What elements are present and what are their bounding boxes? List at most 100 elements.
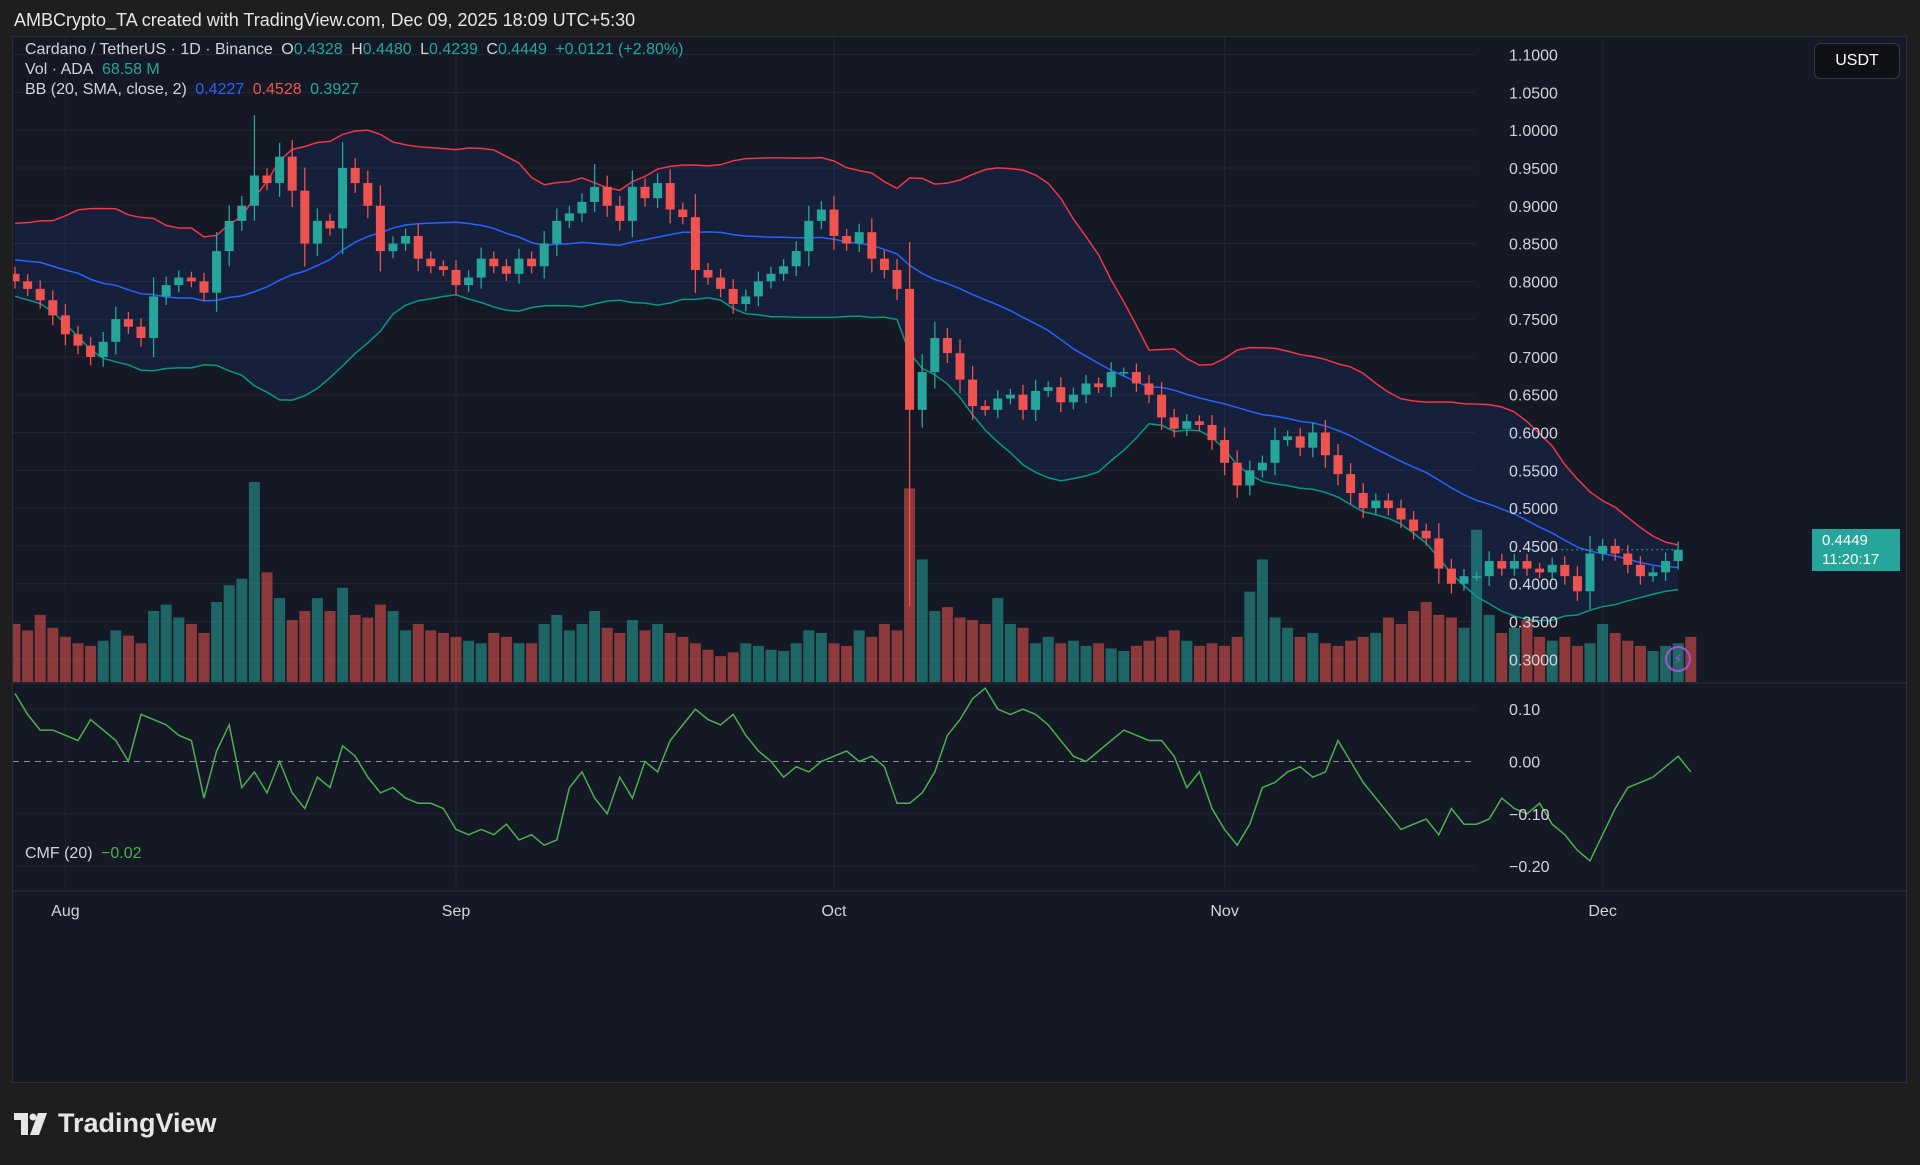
candle-body <box>1245 470 1255 486</box>
candle <box>1346 462 1356 505</box>
candle-body <box>514 258 524 274</box>
candle <box>426 251 436 274</box>
candle <box>867 218 877 273</box>
candle-body <box>741 296 751 305</box>
candle <box>917 354 927 428</box>
price-axis-label: 0.9500 <box>1509 161 1558 178</box>
candle <box>401 228 411 251</box>
candle-body <box>1522 561 1532 569</box>
volume-bar <box>828 643 840 682</box>
volume-bar <box>1118 651 1130 682</box>
volume-bar <box>1181 640 1193 682</box>
candle-body <box>816 209 826 221</box>
candle <box>1535 562 1545 579</box>
lightning-icon[interactable]: ⚡ <box>1665 646 1692 672</box>
candle <box>816 201 826 230</box>
date-axis-label: Aug <box>51 903 79 920</box>
volume-bar <box>992 598 1004 682</box>
candle <box>1056 377 1066 413</box>
volume-bar <box>1093 643 1105 682</box>
candle <box>73 325 83 355</box>
volume-bar <box>626 620 638 682</box>
price-chart-svg[interactable]: 1.1000 1.0500 1.0000 0.9500 0.9000 0.8500 0.80… <box>13 37 1907 1083</box>
volume-bar <box>1597 623 1609 682</box>
candle <box>1043 381 1053 397</box>
candle <box>174 270 184 293</box>
volume-bar <box>475 643 487 682</box>
volume-bar <box>47 627 59 682</box>
volume-bar <box>22 630 34 682</box>
candle-body <box>577 201 587 214</box>
volume-bar <box>450 636 462 682</box>
candle <box>615 195 625 231</box>
volume-bar <box>72 643 84 682</box>
candle-body <box>829 209 839 236</box>
volume-bar <box>1332 645 1344 682</box>
volume-bar <box>85 645 97 682</box>
volume-bar <box>1445 617 1457 682</box>
candle-body <box>590 186 600 202</box>
candle-body <box>1169 417 1179 429</box>
volume-bar <box>841 645 853 682</box>
candle <box>1270 427 1280 476</box>
volume-bar <box>34 614 46 682</box>
price-axis-label: 0.8000 <box>1509 274 1558 291</box>
cmf-axis-label: −0.10 <box>1509 807 1550 824</box>
candle-body <box>1635 564 1645 577</box>
candle <box>1320 420 1330 468</box>
candle-body <box>338 167 348 229</box>
candle-body <box>1497 561 1507 569</box>
candle-body <box>1119 372 1129 374</box>
candle <box>564 206 574 229</box>
volume-bar <box>576 623 588 682</box>
candle <box>1623 544 1633 574</box>
candle <box>451 260 461 295</box>
volume-bar <box>526 643 538 682</box>
candle <box>388 236 398 259</box>
candle <box>413 223 423 272</box>
candle-body <box>1232 462 1242 486</box>
candle <box>1031 379 1041 422</box>
candle <box>489 251 499 274</box>
volume-bar <box>324 611 336 682</box>
price-axis-label: 0.6500 <box>1509 388 1558 405</box>
candle-body <box>753 281 763 297</box>
volume-bar <box>941 607 953 682</box>
volume-bar <box>1584 643 1596 682</box>
candle <box>1018 384 1028 420</box>
candle-body <box>1056 387 1066 403</box>
close-value: 0.4449 <box>497 41 547 58</box>
price-axis-label: 0.7000 <box>1509 350 1558 367</box>
candle-body <box>13 273 20 282</box>
open-label: O <box>281 41 294 58</box>
candle <box>602 175 612 217</box>
volume-bar <box>248 482 260 682</box>
candle <box>1648 566 1658 583</box>
candle <box>1194 415 1204 431</box>
candle <box>275 142 285 197</box>
candle <box>300 167 310 267</box>
date-axis-label: Nov <box>1210 903 1238 920</box>
candle-body <box>224 220 234 252</box>
candle <box>527 251 537 274</box>
chart-frame[interactable]: 1.1000 1.0500 1.0000 0.9500 0.9000 0.8500 0.80… <box>12 36 1907 1083</box>
volume-bar <box>513 643 525 682</box>
price-axis-label: 0.5000 <box>1509 501 1558 518</box>
candle <box>779 259 789 281</box>
candle-body <box>766 273 776 282</box>
volume-bar <box>664 632 676 682</box>
candle <box>325 213 335 236</box>
volume-bar <box>185 623 197 682</box>
price-axis-label: 0.3500 <box>1509 615 1558 632</box>
candle <box>1547 557 1557 580</box>
candle-body <box>955 353 965 380</box>
volume-bar <box>551 614 563 682</box>
currency-selector[interactable]: USDT <box>1814 43 1900 79</box>
candle <box>1308 422 1318 458</box>
price-axis-label: 0.7500 <box>1509 312 1558 329</box>
volume-bar <box>1080 645 1092 682</box>
candle-body <box>917 372 927 410</box>
candle <box>1560 556 1570 585</box>
volume-bar <box>979 623 991 682</box>
volume-bar <box>614 632 626 682</box>
